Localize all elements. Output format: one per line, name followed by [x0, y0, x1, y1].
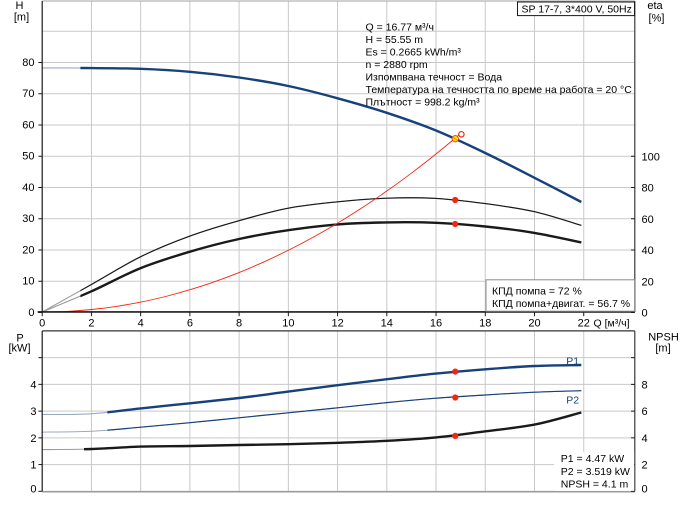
svg-text:КПД помпа = 72 %: КПД помпа = 72 % [492, 286, 582, 298]
svg-text:4: 4 [138, 318, 144, 330]
svg-text:16: 16 [430, 318, 442, 330]
svg-text:NPSH: NPSH [648, 332, 679, 344]
svg-text:100: 100 [642, 151, 660, 163]
svg-text:1: 1 [30, 460, 36, 472]
svg-text:Es = 0.2665 kWh/m³: Es = 0.2665 kWh/m³ [366, 46, 462, 58]
svg-text:Q [м³/ч]: Q [м³/ч] [594, 318, 630, 330]
svg-text:2: 2 [30, 433, 36, 445]
svg-text:60: 60 [642, 214, 654, 226]
svg-text:P1 = 4.47 kW: P1 = 4.47 kW [561, 453, 624, 465]
svg-text:8: 8 [642, 379, 648, 391]
svg-text:SP 17-7, 3*400 V, 50Hz: SP 17-7, 3*400 V, 50Hz [522, 4, 632, 16]
svg-text:Температура на течността по вр: Температура на течността по време на раб… [366, 84, 633, 96]
svg-text:0: 0 [642, 484, 648, 496]
svg-text:eta: eta [647, 0, 663, 12]
svg-text:6: 6 [187, 318, 193, 330]
svg-text:22: 22 [578, 318, 590, 330]
svg-text:P2: P2 [566, 395, 579, 407]
svg-text:n = 2880 rpm: n = 2880 rpm [366, 59, 428, 71]
svg-text:18: 18 [479, 318, 491, 330]
svg-text:NPSH = 4.1 m: NPSH = 4.1 m [561, 479, 629, 491]
svg-text:20: 20 [22, 244, 34, 256]
svg-text:10: 10 [282, 318, 294, 330]
svg-text:40: 40 [22, 182, 34, 194]
svg-text:Q = 16.77 м³/ч: Q = 16.77 м³/ч [366, 21, 434, 33]
svg-text:0: 0 [30, 484, 36, 496]
svg-text:[kW]: [kW] [9, 343, 31, 355]
svg-text:20: 20 [528, 318, 540, 330]
svg-text:40: 40 [642, 245, 654, 257]
svg-text:8: 8 [236, 318, 242, 330]
svg-text:70: 70 [22, 88, 34, 100]
svg-text:80: 80 [22, 57, 34, 69]
svg-text:[%]: [%] [649, 13, 665, 25]
svg-text:КПД помпа+двигат. = 56.7 %: КПД помпа+двигат. = 56.7 % [492, 298, 630, 310]
svg-text:P1: P1 [566, 356, 579, 368]
svg-text:6: 6 [642, 406, 648, 418]
svg-text:20: 20 [642, 276, 654, 288]
svg-text:3: 3 [30, 406, 36, 418]
svg-text:4: 4 [30, 379, 36, 391]
svg-text:P2 = 3.519 kW: P2 = 3.519 kW [561, 466, 630, 478]
svg-text:14: 14 [381, 318, 393, 330]
svg-text:50: 50 [22, 151, 34, 163]
svg-text:H: H [16, 0, 24, 12]
svg-text:Изпомпвана течност = Вода: Изпомпвана течност = Вода [366, 71, 503, 83]
svg-text:P: P [16, 332, 23, 344]
svg-text:Плътност = 998.2 kg/m³: Плътност = 998.2 kg/m³ [366, 96, 481, 108]
svg-text:4: 4 [642, 433, 648, 445]
svg-text:[m]: [m] [14, 12, 29, 24]
svg-text:80: 80 [642, 183, 654, 195]
svg-text:H = 55.55 m: H = 55.55 m [366, 34, 424, 46]
svg-text:0: 0 [28, 307, 34, 319]
svg-text:60: 60 [22, 119, 34, 131]
svg-text:0: 0 [642, 308, 648, 320]
svg-text:30: 30 [22, 213, 34, 225]
svg-text:2: 2 [88, 318, 94, 330]
svg-text:[m]: [m] [655, 343, 670, 355]
svg-text:2: 2 [642, 460, 648, 472]
svg-text:12: 12 [331, 318, 343, 330]
svg-text:0: 0 [39, 318, 45, 330]
svg-text:10: 10 [22, 276, 34, 288]
